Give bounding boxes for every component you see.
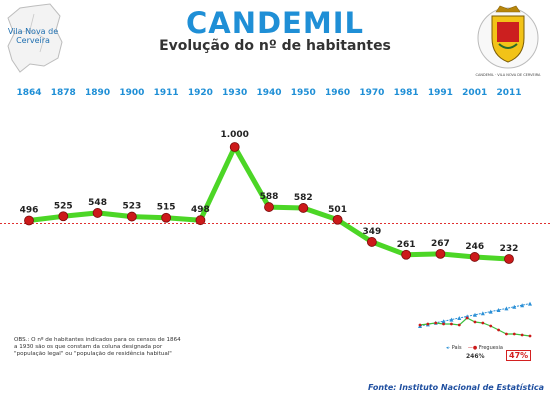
mini-pais-point	[480, 311, 485, 316]
data-label: 548	[88, 198, 107, 208]
data-point	[58, 211, 69, 222]
crest-icon	[477, 5, 539, 69]
mini-pais-point	[520, 303, 525, 308]
mini-freguesia-point	[505, 332, 508, 336]
data-point	[504, 254, 514, 264]
data-label: 498	[191, 205, 210, 215]
data-label: 267	[431, 239, 450, 249]
year-label: 1920	[188, 88, 213, 98]
mini-freguesia-point	[465, 316, 469, 320]
mini-pais-point	[496, 308, 501, 312]
mini-freguesia-point	[450, 322, 453, 326]
year-axis: 1864 1878 1890 1900 1911 1920 1930 1940 1950 1960…	[16, 88, 521, 98]
mini-freguesia-point	[426, 322, 430, 326]
legend-pais-label: País	[451, 345, 462, 351]
source-credit: Fonte: Instituto Nacional de Estatística	[367, 383, 544, 392]
page-subtitle: Evolução do nº de habitantes	[159, 38, 391, 54]
mini-freguesia-point	[528, 334, 532, 338]
mini-freguesia-point	[457, 323, 461, 327]
legend-freguesia-label: Freguesia	[478, 345, 503, 351]
mini-freguesia-point	[512, 332, 516, 336]
data-label: 1.000	[220, 130, 248, 140]
mini-freguesia-point	[434, 321, 438, 325]
data-point	[24, 215, 34, 226]
mini-freguesia-point	[489, 324, 493, 328]
mini-freguesia-point	[473, 320, 477, 324]
page-title: CANDEMIL	[185, 6, 364, 40]
legend-pais-icon: ◂·	[446, 345, 451, 351]
data-point	[366, 237, 377, 247]
data-label: 525	[54, 201, 73, 211]
crest-label: CANDEMIL · VILA NOVA DE CERVEIRA	[476, 73, 541, 77]
year-label: 1864	[16, 88, 41, 98]
year-label: 1878	[51, 88, 76, 98]
year-label: 1940	[256, 88, 281, 98]
data-point	[469, 252, 480, 262]
legend-freguesia-icon: —●	[467, 345, 478, 351]
year-label: 1960	[325, 88, 350, 98]
data-label: 588	[260, 192, 279, 202]
mini-pais-point	[457, 316, 462, 320]
data-point	[92, 208, 103, 218]
data-label: 582	[294, 193, 313, 203]
year-label: 1991	[428, 88, 453, 98]
mini-pais-line	[419, 303, 531, 327]
year-label: 1970	[359, 88, 384, 98]
freguesia-percentage: 47%	[506, 350, 532, 361]
year-label: 1981	[394, 88, 419, 98]
data-point	[298, 203, 309, 213]
pais-percentage: 246%	[466, 353, 485, 360]
data-point	[161, 212, 172, 223]
mini-legend: ◂· País —● Freguesia	[446, 345, 503, 351]
map-label: Vila Nova de Cerveira	[7, 27, 59, 45]
data-label: 523	[122, 202, 141, 212]
year-label: 1911	[154, 88, 179, 98]
year-label: 2011	[496, 88, 521, 98]
data-label: 349	[362, 227, 381, 237]
mini-pais-point	[512, 304, 517, 309]
data-label: 261	[397, 240, 416, 250]
data-point	[264, 202, 274, 212]
year-label: 1930	[222, 88, 247, 98]
data-point	[195, 215, 206, 226]
map-outline-icon	[7, 3, 63, 73]
mini-freguesia-point	[481, 321, 485, 325]
data-points	[24, 142, 514, 264]
data-label: 496	[20, 206, 39, 216]
year-label: 2001	[462, 88, 487, 98]
mini-freguesia-point	[497, 328, 500, 332]
data-point	[401, 249, 412, 260]
year-label: 1950	[291, 88, 316, 98]
mini-pais-point	[504, 306, 509, 311]
mini-comparison-chart	[418, 301, 532, 338]
mini-pais-point	[449, 317, 454, 322]
mini-freguesia-point	[442, 322, 445, 326]
mini-pais-point	[473, 312, 477, 317]
mini-pais-point	[441, 319, 446, 324]
mini-pais-point	[488, 309, 493, 314]
data-label: 232	[500, 244, 519, 254]
obs-note: OBS.: O nº de habitantes indicados para …	[14, 337, 181, 357]
year-label: 1900	[119, 88, 144, 98]
year-label: 1890	[85, 88, 110, 98]
data-label: 246	[465, 242, 484, 252]
mini-freguesia-point	[520, 333, 524, 337]
data-label: 501	[328, 205, 347, 215]
data-point	[229, 142, 240, 152]
data-point	[126, 211, 137, 222]
data-point	[332, 214, 343, 225]
data-labels: 496 525 548 523 515 498 1.000 588 582 501 349 261 26…	[20, 130, 519, 254]
data-point	[435, 248, 446, 259]
mini-pais-point	[528, 301, 532, 306]
mini-freguesia-point	[418, 323, 422, 327]
data-label: 515	[157, 203, 176, 213]
